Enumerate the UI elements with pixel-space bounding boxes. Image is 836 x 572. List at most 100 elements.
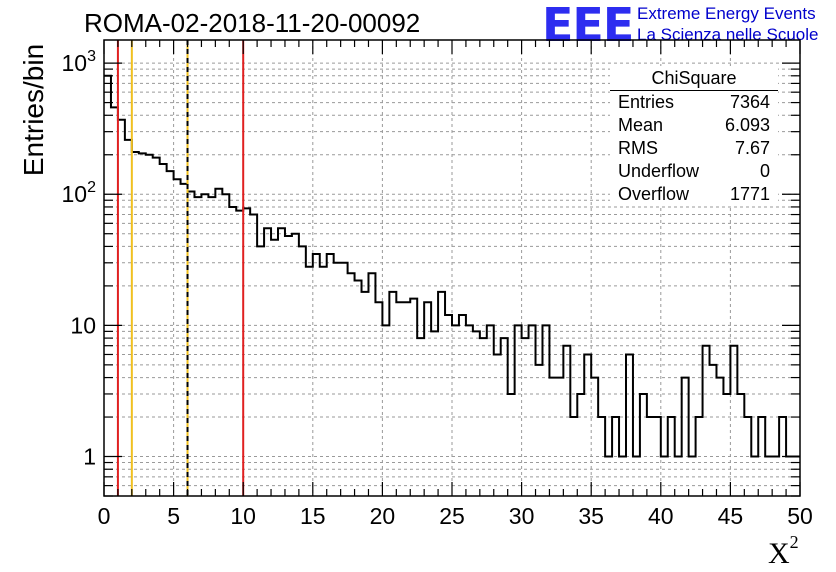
histogram-bin xyxy=(640,394,647,496)
histogram-bin xyxy=(257,246,264,496)
histogram-bin xyxy=(229,207,236,496)
histogram-bin xyxy=(758,417,765,496)
histogram-bin xyxy=(591,378,598,496)
histogram-bin xyxy=(334,263,341,496)
histogram-bin xyxy=(389,292,396,496)
histogram-bin xyxy=(368,273,375,496)
histogram-bin xyxy=(647,417,654,496)
x-tick-label: 45 xyxy=(718,503,744,529)
x-tick-label: 40 xyxy=(648,503,674,529)
stats-box: ChiSquare Entries 7364 Mean 6.093 RMS 7.… xyxy=(610,66,778,206)
stat-label: Underflow xyxy=(618,161,700,181)
histogram-bin xyxy=(689,457,696,496)
histogram-bin xyxy=(765,457,772,496)
y-tick-label-base: 10 xyxy=(62,181,88,207)
histogram-bin xyxy=(549,378,556,496)
histogram-bin xyxy=(716,378,723,496)
histogram-bin xyxy=(703,346,710,496)
stat-label: RMS xyxy=(618,138,658,158)
histogram-bin xyxy=(264,228,271,496)
x-tick-label: 30 xyxy=(509,503,535,529)
histogram-bin xyxy=(222,194,229,496)
histogram-bin xyxy=(299,246,306,496)
stat-label: Mean xyxy=(618,115,664,135)
y-tick-label: 10 xyxy=(70,312,96,338)
x-tick-label: 50 xyxy=(787,503,813,529)
histogram-bin xyxy=(723,394,730,496)
histogram-bin xyxy=(362,292,369,496)
x-axis-label-sup: 2 xyxy=(789,532,799,552)
y-tick-label: 1 xyxy=(83,444,96,470)
x-tick-label: 5 xyxy=(167,503,180,529)
stat-row-entries: Entries 7364 xyxy=(610,91,778,114)
stat-row-mean: Mean 6.093 xyxy=(610,114,778,137)
histogram-bin xyxy=(452,325,459,496)
histogram-bin xyxy=(445,315,452,496)
histogram-bin xyxy=(188,191,195,496)
histogram-bin xyxy=(626,354,633,496)
histogram-bin xyxy=(243,208,250,496)
histogram-bin xyxy=(744,417,751,496)
x-axis-label-base: X xyxy=(768,537,790,570)
histogram-bin xyxy=(382,325,389,496)
histogram-bin xyxy=(396,302,403,496)
x-tick-label: 15 xyxy=(300,503,326,529)
x-tick-label: 0 xyxy=(98,503,111,529)
x-tick-label: 20 xyxy=(370,503,396,529)
histogram-bin xyxy=(487,325,494,496)
stat-value: 0 xyxy=(759,161,770,181)
histogram-bin xyxy=(417,338,424,496)
stat-value: 7364 xyxy=(729,92,770,112)
stat-value: 7.67 xyxy=(734,138,770,158)
histogram-bin xyxy=(118,120,125,496)
stat-value: 1771 xyxy=(729,184,770,204)
histogram-bin xyxy=(772,457,779,496)
histogram-bin xyxy=(146,155,153,496)
histogram-bin xyxy=(751,457,758,496)
histogram-bin xyxy=(577,394,584,496)
histogram-bin xyxy=(542,325,549,496)
histogram-bin xyxy=(181,184,188,496)
x-axis-label: X2 xyxy=(768,532,799,571)
histogram-bin xyxy=(661,457,668,496)
stat-row-overflow: Overflow 1771 xyxy=(610,183,778,206)
histogram-bin xyxy=(410,299,417,496)
histogram-layer xyxy=(104,74,800,496)
y-tick-label-base: 10 xyxy=(62,50,88,76)
histogram-bin xyxy=(508,394,515,496)
histogram-bin xyxy=(459,315,466,496)
histogram-bin xyxy=(466,325,473,496)
stat-value: 6.093 xyxy=(724,115,770,135)
histogram-bin xyxy=(515,325,522,496)
histogram-bin xyxy=(654,417,661,496)
histogram-step-line xyxy=(104,74,800,458)
histogram-bin xyxy=(431,331,438,496)
histogram-bin xyxy=(153,158,160,496)
histogram-bin xyxy=(522,338,529,496)
histogram-bin xyxy=(313,254,320,496)
x-tick-label: 35 xyxy=(578,503,604,529)
histogram-bin xyxy=(278,228,285,496)
histogram-bin xyxy=(438,292,445,496)
logo-subtitle-1: Extreme Energy Events xyxy=(637,4,816,23)
histogram-bin xyxy=(682,378,689,496)
histogram-bin xyxy=(424,302,431,496)
histogram-bin xyxy=(536,365,543,496)
x-tick-label: 25 xyxy=(439,503,465,529)
histogram-bin xyxy=(341,263,348,496)
histogram-bin xyxy=(563,346,570,496)
chart-title: ROMA-02-2018-11-20-00092 xyxy=(84,8,421,38)
histogram-bin xyxy=(292,234,299,496)
histogram-bin xyxy=(737,394,744,496)
histogram-bin xyxy=(320,267,327,496)
histogram-bin xyxy=(619,457,626,496)
histogram-bin xyxy=(285,236,292,496)
histogram-bin xyxy=(710,365,717,496)
y-tick-label: 103 xyxy=(62,48,97,76)
histogram-bin xyxy=(167,171,174,496)
histogram-bin xyxy=(598,417,605,496)
histogram-bin xyxy=(584,354,591,496)
histogram-bin xyxy=(730,346,737,496)
